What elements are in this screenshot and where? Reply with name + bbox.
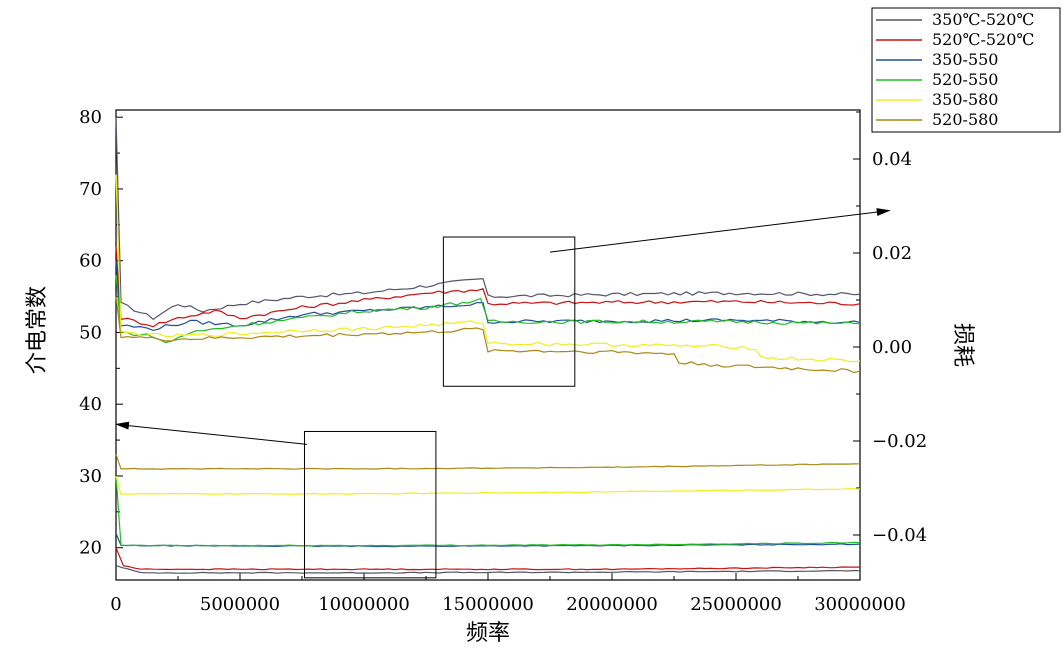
legend-label: 350℃-520℃ [932, 10, 1034, 29]
arrow-to-left-arrow [115, 421, 308, 445]
x-tick-label: 0 [110, 594, 121, 615]
x-tick-label: 30000000 [814, 594, 906, 615]
series-line-upper [115, 117, 861, 321]
annotation-layer [115, 208, 891, 579]
y-tick-label: 30 [79, 466, 102, 487]
lower-box-zoom-box [303, 430, 437, 579]
legend: 350℃-520℃520℃-520℃350-550520-550350-5805… [871, 7, 1061, 133]
series-line-upper [115, 174, 861, 363]
y2-axis-ticks: −0.04 −0.02 0.00 0.02 0.04 [853, 111, 927, 546]
series-line-lower [115, 533, 861, 548]
series-line-lower [115, 565, 861, 574]
series-line-upper [115, 296, 861, 374]
x-axis-ticks: 0 5000000 10000000 15000000 20000000 25000000… [110, 573, 906, 615]
y-tick-label: 70 [79, 179, 102, 200]
upper-box-zoom-box [442, 236, 576, 387]
y-axis-ticks: 20 30 40 50 60 70 80 [79, 107, 123, 559]
y2-tick-label: 0.02 [872, 243, 912, 264]
y-tick-label: 60 [79, 251, 102, 272]
y2-tick-label: −0.02 [872, 431, 927, 452]
y2-tick-label: 0.04 [872, 149, 912, 170]
legend-label: 520-580 [932, 110, 998, 129]
x-tick-label: 5000000 [200, 594, 280, 615]
y-tick-label: 50 [79, 322, 102, 343]
legend-label: 350-550 [932, 50, 998, 69]
y2-axis-title: 损耗 [950, 323, 975, 367]
series-line-upper [115, 246, 861, 328]
series-line-lower [115, 475, 861, 547]
legend-label: 520-550 [932, 70, 998, 89]
y-tick-label: 80 [79, 107, 102, 128]
x-tick-label: 20000000 [566, 594, 658, 615]
x-tick-label: 10000000 [318, 594, 410, 615]
series-layer [115, 117, 861, 574]
y2-tick-label: 0.00 [872, 337, 912, 358]
legend-box [871, 7, 1061, 133]
y-tick-label: 40 [79, 394, 102, 415]
series-line-upper [115, 274, 861, 344]
y2-tick-label: −0.04 [872, 525, 927, 546]
plot-frame [115, 109, 861, 581]
arrow-to-right-arrow [549, 208, 891, 253]
series-line-lower [115, 475, 861, 495]
series-line-lower [115, 454, 861, 470]
series-line-lower [115, 547, 860, 571]
x-tick-label: 25000000 [690, 594, 782, 615]
y-tick-label: 20 [79, 538, 102, 559]
x-tick-label: 15000000 [442, 594, 534, 615]
x-axis-title: 频率 [466, 621, 510, 646]
y-axis-title: 介电常数 [25, 286, 50, 374]
legend-label: 520℃-520℃ [932, 30, 1034, 49]
legend-label: 350-580 [932, 90, 998, 109]
